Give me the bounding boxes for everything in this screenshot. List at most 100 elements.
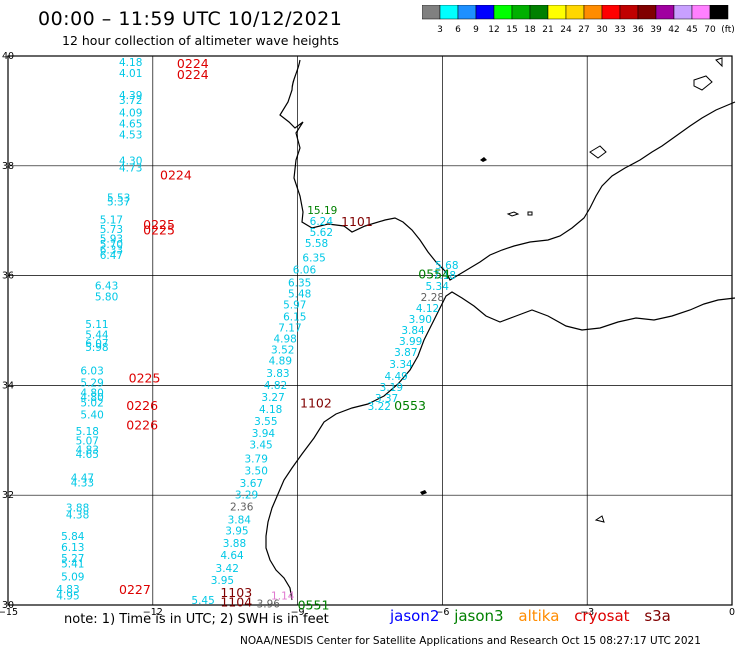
island-small-6 xyxy=(506,211,533,217)
wave-height-value: 4.53 xyxy=(119,129,142,141)
y-tick-label: 34 xyxy=(2,380,14,391)
colorbar-swatch xyxy=(709,5,729,20)
wave-height-value: 3.19 xyxy=(380,382,403,394)
wave-height-value: 3.42 xyxy=(216,563,239,575)
wave-height-value: 4.09 xyxy=(119,107,142,119)
wave-height-value: 6.33 xyxy=(100,245,123,257)
colorbar-label: 42 xyxy=(668,25,679,35)
x-tick-label: −15 xyxy=(0,607,18,618)
wave-height-value: 3.84 xyxy=(228,515,252,527)
wave-height-value: 5.41 xyxy=(61,559,84,571)
pass-label: 0225 xyxy=(143,217,175,232)
wave-height-value: 5.48 xyxy=(288,289,311,301)
wave-height-value: 4.18 xyxy=(259,404,282,416)
wave-height-value: 3.95 xyxy=(211,575,234,587)
wave-height-value: 5.17 xyxy=(100,214,123,226)
wave-height-value: 5.18 xyxy=(76,426,99,438)
island-small-4 xyxy=(693,75,713,91)
wave-height-value: 5.68 xyxy=(435,260,458,272)
wave-height-value: 4.83 xyxy=(76,444,99,456)
wave-height-value: 5.58 xyxy=(305,238,328,250)
wave-height-value: 3.34 xyxy=(389,359,413,371)
pass-label: 1103 xyxy=(220,585,252,600)
colorbar-label: 27 xyxy=(578,25,589,35)
wave-height-value: 6.35 xyxy=(302,252,325,264)
wave-height-value: 3.99 xyxy=(399,336,422,348)
wave-height-value: 5.98 xyxy=(85,342,108,354)
wave-height-value: 5.80 xyxy=(95,291,118,303)
wave-height-value: 5.34 xyxy=(426,281,450,293)
wave-height-value: 1.14 xyxy=(271,591,295,603)
pass-label: 0226 xyxy=(126,398,158,413)
wave-height-value: 3.55 xyxy=(254,416,277,428)
colorbar-label: 70 xyxy=(704,25,716,35)
colorbar-label: 45 xyxy=(686,25,697,35)
satellite-legend: jason2 jason3 altika cryosat s3a xyxy=(390,607,681,625)
x-tick-label: −3 xyxy=(580,607,594,618)
legend-jason2: jason2 xyxy=(390,607,440,625)
balearic-island xyxy=(589,145,607,159)
map-frame xyxy=(7,55,733,606)
pass-label: 0551 xyxy=(298,597,330,612)
wave-height-value: 3.72 xyxy=(119,95,142,107)
wave-height-value: 3.88 xyxy=(66,503,89,515)
wave-height-value: 4.01 xyxy=(119,68,142,80)
colorbar-label: 18 xyxy=(524,25,536,35)
wave-height-value: 4.65 xyxy=(119,118,142,130)
wave-height-value: 4.83 xyxy=(56,584,79,596)
wave-height-value: 3.27 xyxy=(261,392,284,404)
y-tick-label: 30 xyxy=(2,600,14,611)
legend-cryosat: cryosat xyxy=(574,607,630,625)
wave-height-value: 3.79 xyxy=(245,453,268,465)
iberia-coastline xyxy=(279,59,736,281)
wave-height-value: 3.94 xyxy=(252,428,276,440)
wave-height-value: 5.97 xyxy=(283,300,306,312)
wave-height-value: 5.62 xyxy=(310,227,333,239)
wave-height-value: 3.67 xyxy=(240,478,263,490)
legend-s3a: s3a xyxy=(644,607,671,625)
y-tick-label: 40 xyxy=(2,51,14,62)
wave-height-value: 6.24 xyxy=(310,216,334,228)
x-tick-label: −12 xyxy=(143,607,163,618)
wave-height-value: 3.84 xyxy=(401,325,425,337)
pass-label: 0224 xyxy=(160,168,192,183)
colorbar-label: 24 xyxy=(560,25,572,35)
color-scale-legend: 3 6 9 12 15 18 21 24 27 30 33 36 39 42 45 70 (ft) xyxy=(422,5,735,35)
wave-height-value: 3.37 xyxy=(375,393,398,405)
wave-height-value: 4.95 xyxy=(56,591,79,603)
wave-height-value: 5.45 xyxy=(191,595,214,607)
wave-height-value: 7.18 xyxy=(433,270,456,282)
colorbar-label: 9 xyxy=(473,25,479,35)
y-tick-label: 38 xyxy=(2,161,14,172)
wave-height-value: 4.12 xyxy=(416,303,439,315)
colorbar-label: 36 xyxy=(632,25,644,35)
colorbar-label: 6 xyxy=(455,25,461,35)
wave-height-value: 4.80 xyxy=(80,392,103,404)
wave-height-value: 5.11 xyxy=(85,319,108,331)
x-tick-label: −6 xyxy=(435,607,449,618)
page-subtitle: 12 hour collection of altimeter wave hei… xyxy=(62,33,339,48)
wave-height-value: 5.37 xyxy=(107,196,130,208)
footer-note: note: 1) Time is in UTC; 2) SWH is in fe… xyxy=(64,612,329,627)
wave-height-value: 4.73 xyxy=(119,162,142,174)
colorbar-label: 3 xyxy=(437,25,443,35)
wave-height-value: 6.07 xyxy=(85,338,108,350)
wave-height-value: 4.39 xyxy=(119,90,142,102)
pass-label: 0224 xyxy=(177,56,209,71)
y-tick-label: 36 xyxy=(2,271,14,282)
wave-height-value: 5.40 xyxy=(80,409,103,421)
x-tick-label: −9 xyxy=(291,607,305,618)
wave-height-value: 5.27 xyxy=(61,553,84,565)
colorbar-unit: (ft) xyxy=(721,25,735,35)
wave-height-value: 4.89 xyxy=(269,356,292,368)
pass-label: 1102 xyxy=(300,395,332,410)
wave-height-value: 3.83 xyxy=(266,368,289,380)
wave-height-value: 4.82 xyxy=(264,380,287,392)
axis-ticks: −15 −12 −9 −6 −3 0 40 38 36 34 32 30 xyxy=(0,51,735,618)
wave-height-value: 3.90 xyxy=(409,314,432,326)
wave-height-value: 5.29 xyxy=(80,377,103,389)
wave-height-value: 5.84 xyxy=(61,531,85,543)
wave-height-value: 4.38 xyxy=(66,509,89,521)
wave-height-value: 4.30 xyxy=(119,156,142,168)
